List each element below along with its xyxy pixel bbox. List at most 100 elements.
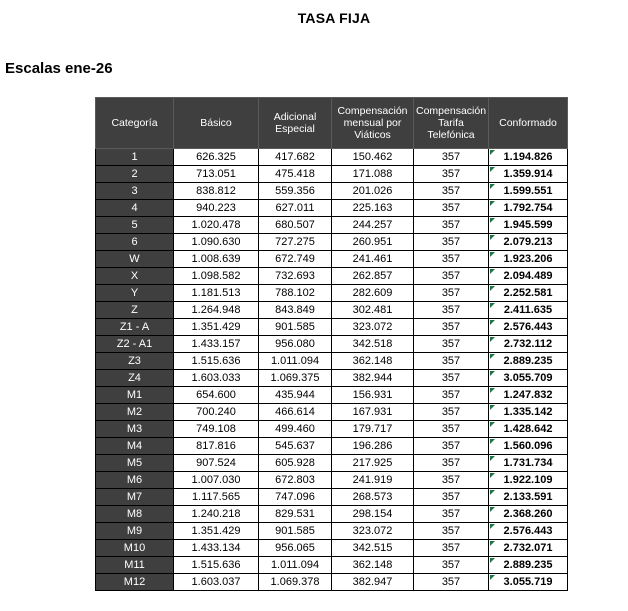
value-cell: 817.816 xyxy=(173,437,259,455)
value-cell: 654.600 xyxy=(173,386,259,404)
conformado-cell: 1.247.832 xyxy=(488,386,568,404)
value-cell: 357 xyxy=(413,420,489,438)
conformado-cell: 2.368.260 xyxy=(488,505,568,523)
stored-as-text-indicator-icon xyxy=(490,354,495,359)
value-cell: 1.515.636 xyxy=(173,556,259,574)
conformado-cell: 1.922.109 xyxy=(488,471,568,489)
value-cell: 357 xyxy=(413,199,489,217)
value-cell: 167.931 xyxy=(331,403,414,421)
table-row: Y 1.181.513 788.102 282.609 357 2.252.581 xyxy=(95,284,568,302)
category-cell: M12 xyxy=(95,573,174,591)
value-cell: 1.011.094 xyxy=(258,556,332,574)
value-cell: 475.418 xyxy=(258,165,332,183)
page-title: TASA FIJA xyxy=(297,10,371,26)
value-cell: 225.163 xyxy=(331,199,414,217)
value-cell: 901.585 xyxy=(258,522,332,540)
table-row: 4 940.223 627.011 225.163 357 1.792.754 xyxy=(95,199,568,217)
value-cell: 545.637 xyxy=(258,437,332,455)
table-row: M8 1.240.218 829.531 298.154 357 2.368.260 xyxy=(95,505,568,523)
table-row: M2 700.240 466.614 167.931 357 1.335.142 xyxy=(95,403,568,421)
category-cell: Z xyxy=(95,301,174,319)
value-cell: 323.072 xyxy=(331,522,414,540)
table-row: M1 654.600 435.944 156.931 357 1.247.832 xyxy=(95,386,568,404)
value-cell: 196.286 xyxy=(331,437,414,455)
section-subtitle: Escalas ene-26 xyxy=(5,60,113,77)
category-cell: M3 xyxy=(95,420,174,438)
value-cell: 217.925 xyxy=(331,454,414,472)
category-cell: W xyxy=(95,250,174,268)
table-row: 1 626.325 417.682 150.462 357 1.194.826 xyxy=(95,148,568,166)
value-cell: 1.181.513 xyxy=(173,284,259,302)
conformado-cell: 2.576.443 xyxy=(488,522,568,540)
value-cell: 1.264.948 xyxy=(173,301,259,319)
column-header: Básico xyxy=(173,97,259,149)
value-cell: 435.944 xyxy=(258,386,332,404)
conformado-cell: 1.923.206 xyxy=(488,250,568,268)
value-cell: 713.051 xyxy=(173,165,259,183)
value-cell: 201.026 xyxy=(331,182,414,200)
value-cell: 417.682 xyxy=(258,148,332,166)
table-row: M5 907.524 605.928 217.925 357 1.731.734 xyxy=(95,454,568,472)
conformado-cell: 2.889.235 xyxy=(488,556,568,574)
value-cell: 838.812 xyxy=(173,182,259,200)
category-cell: 2 xyxy=(95,165,174,183)
value-cell: 357 xyxy=(413,437,489,455)
value-cell: 829.531 xyxy=(258,505,332,523)
value-cell: 956.065 xyxy=(258,539,332,557)
value-cell: 956.080 xyxy=(258,335,332,353)
value-cell: 1.007.030 xyxy=(173,471,259,489)
table-row: M9 1.351.429 901.585 323.072 357 2.576.443 xyxy=(95,522,568,540)
conformado-cell: 2.732.112 xyxy=(488,335,568,353)
value-cell: 466.614 xyxy=(258,403,332,421)
conformado-cell: 2.411.635 xyxy=(488,301,568,319)
value-cell: 268.573 xyxy=(331,488,414,506)
value-cell: 241.461 xyxy=(331,250,414,268)
stored-as-text-indicator-icon xyxy=(490,490,495,495)
stored-as-text-indicator-icon xyxy=(490,422,495,427)
value-cell: 901.585 xyxy=(258,318,332,336)
table-row: M6 1.007.030 672.803 241.919 357 1.922.109 xyxy=(95,471,568,489)
table-row: W 1.008.639 672.749 241.461 357 1.923.206 xyxy=(95,250,568,268)
value-cell: 1.515.636 xyxy=(173,352,259,370)
value-cell: 362.148 xyxy=(331,556,414,574)
value-cell: 382.947 xyxy=(331,573,414,591)
category-cell: M1 xyxy=(95,386,174,404)
conformado-cell: 2.252.581 xyxy=(488,284,568,302)
conformado-cell: 2.576.443 xyxy=(488,318,568,336)
table-row: 5 1.020.478 680.507 244.257 357 1.945.599 xyxy=(95,216,568,234)
conformado-cell: 2.732.071 xyxy=(488,539,568,557)
value-cell: 357 xyxy=(413,335,489,353)
value-cell: 342.518 xyxy=(331,335,414,353)
value-cell: 342.515 xyxy=(331,539,414,557)
table-row: Z 1.264.948 843.849 302.481 357 2.411.635 xyxy=(95,301,568,319)
conformado-cell: 3.055.709 xyxy=(488,369,568,387)
value-cell: 1.603.037 xyxy=(173,573,259,591)
table-row: M12 1.603.037 1.069.378 382.947 357 3.055.719 xyxy=(95,573,568,591)
value-cell: 357 xyxy=(413,250,489,268)
stored-as-text-indicator-icon xyxy=(490,524,495,529)
column-header: Compensación mensual por Viáticos xyxy=(331,97,414,149)
stored-as-text-indicator-icon xyxy=(490,201,495,206)
category-cell: 4 xyxy=(95,199,174,217)
value-cell: 559.356 xyxy=(258,182,332,200)
value-cell: 262.857 xyxy=(331,267,414,285)
value-cell: 627.011 xyxy=(258,199,332,217)
table-row: 2 713.051 475.418 171.088 357 1.359.914 xyxy=(95,165,568,183)
stored-as-text-indicator-icon xyxy=(490,252,495,257)
value-cell: 1.069.378 xyxy=(258,573,332,591)
category-cell: Z1 - A xyxy=(95,318,174,336)
conformado-cell: 1.359.914 xyxy=(488,165,568,183)
scales-table: Categoría Básico Adicional Especial Compens… xyxy=(95,97,568,591)
stored-as-text-indicator-icon xyxy=(490,456,495,461)
value-cell: 1.098.582 xyxy=(173,267,259,285)
stored-as-text-indicator-icon xyxy=(490,558,495,563)
value-cell: 357 xyxy=(413,284,489,302)
value-cell: 357 xyxy=(413,488,489,506)
column-header: Adicional Especial xyxy=(258,97,332,149)
table-row: M3 749.108 499.460 179.717 357 1.428.642 xyxy=(95,420,568,438)
conformado-cell: 1.428.642 xyxy=(488,420,568,438)
value-cell: 749.108 xyxy=(173,420,259,438)
category-cell: M9 xyxy=(95,522,174,540)
value-cell: 357 xyxy=(413,369,489,387)
value-cell: 1.020.478 xyxy=(173,216,259,234)
